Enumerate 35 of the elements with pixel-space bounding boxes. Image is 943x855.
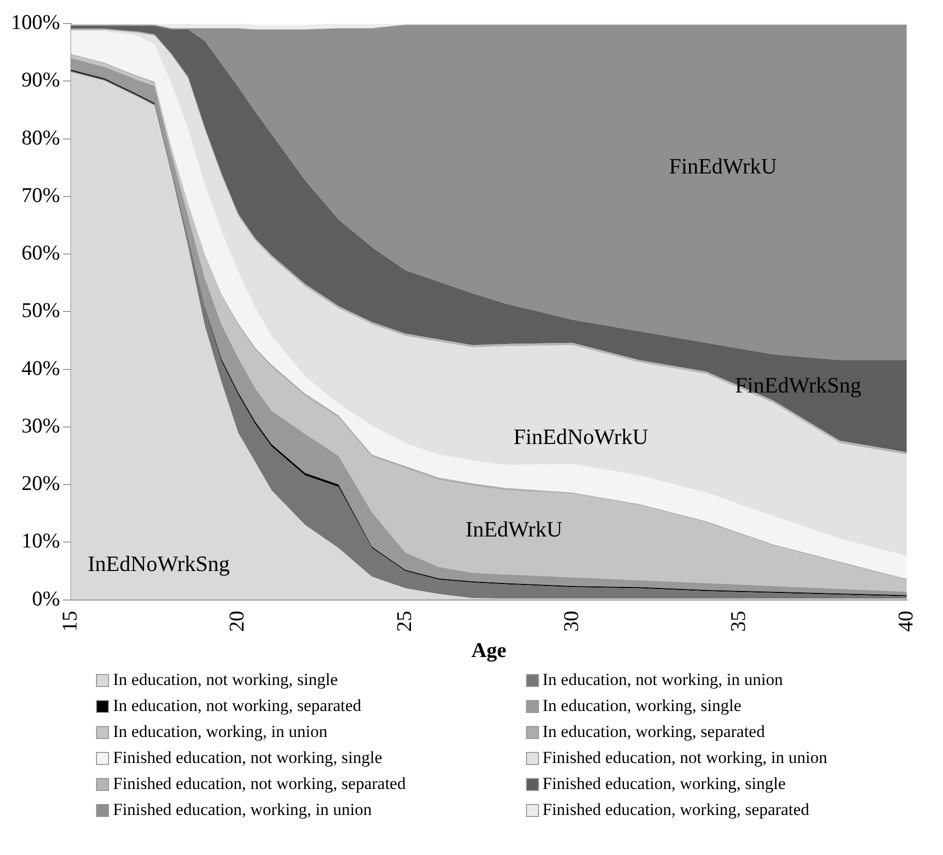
legend-label: Finished education, not working, in union	[542, 748, 828, 768]
y-tick-label: 100%	[10, 10, 60, 34]
legend-label: In education, not working, in union	[542, 670, 783, 690]
x-tick-label: 25	[392, 610, 416, 632]
legend-label: Finished education, working, single	[542, 774, 786, 794]
y-tick-label: 80%	[21, 125, 60, 150]
legend-label: In education, working, in union	[113, 722, 328, 742]
legend-label: Finished education, working, in union	[113, 800, 372, 820]
y-tick-label: 30%	[21, 413, 60, 438]
y-tick-label: 40%	[21, 356, 60, 380]
y-tick-label: 0%	[32, 586, 60, 610]
legend-label: In education, working, single	[542, 696, 742, 716]
annotation: FinEdNoWrkU	[513, 424, 648, 450]
x-tick-label: 35	[726, 610, 750, 632]
legend-label: In education, not working, single	[113, 670, 338, 690]
legend-label: In education, not working, separated	[113, 696, 362, 716]
annotation: InEdNoWrkSng	[88, 551, 230, 576]
y-tick-label: 10%	[21, 528, 60, 553]
annotation: FinEdWrkU	[668, 153, 777, 178]
legend-label: Finished education, not working, single	[113, 748, 382, 768]
y-tick-label: 90%	[21, 68, 60, 92]
x-tick-label: 40	[893, 610, 918, 632]
x-axis-title: Age	[471, 638, 506, 662]
y-tick-label: 60%	[21, 240, 60, 265]
legend-label: Finished education, working, separated	[542, 800, 810, 820]
annotation: InEdWrkU	[466, 516, 563, 542]
legend-label: Finished education, not working, separated	[113, 774, 406, 794]
y-tick-label: 50%	[21, 298, 60, 322]
legend-label: In education, working, separated	[542, 722, 765, 742]
y-tick-label: 70%	[21, 182, 60, 207]
x-tick-label: 15	[58, 610, 82, 632]
annotation: FinEdWrkSng	[735, 372, 862, 398]
y-tick-label: 20%	[21, 471, 60, 496]
x-tick-label: 20	[224, 610, 249, 632]
x-tick-label: 30	[558, 610, 583, 632]
